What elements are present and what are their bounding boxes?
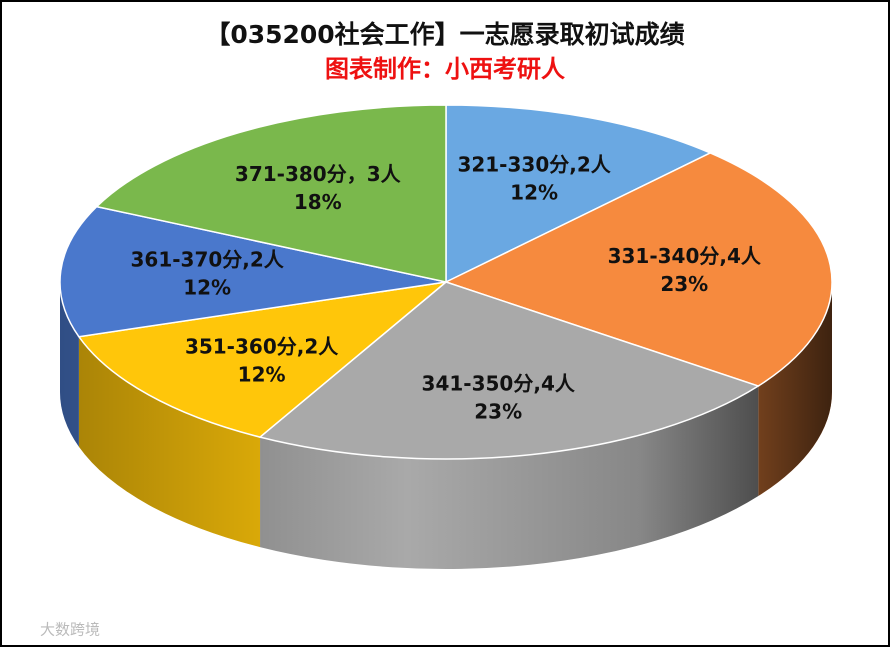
- side-shade: [78, 336, 261, 548]
- side-shade: [60, 282, 79, 447]
- slice: [95, 104, 447, 283]
- pie-sides: [60, 282, 832, 569]
- value-label: 12%: [238, 362, 286, 386]
- slice: [77, 280, 449, 438]
- value-label: 18%: [294, 190, 342, 214]
- chart-title: 【035200社会工作】一志愿录取初试成绩: [205, 20, 684, 49]
- side-shade: [758, 282, 832, 497]
- slice-label: 331-340分,4人: [608, 244, 762, 268]
- slice-label: 371-380分，3人: [235, 162, 402, 186]
- slice: [445, 104, 713, 284]
- side-shade: [260, 386, 759, 569]
- slice: [59, 205, 447, 338]
- slice: [258, 281, 761, 460]
- value-label: 23%: [660, 272, 708, 296]
- slice-label: 361-370分,2人: [130, 248, 284, 272]
- labels: 321-330分,2人 12% 331-340分,4人 23% 341-350分,4人 2…: [130, 152, 761, 423]
- value-label: 12%: [183, 276, 231, 300]
- value-label: 23%: [474, 400, 522, 424]
- pie-tops: [59, 104, 833, 460]
- slice-label: 351-360分,2人: [185, 334, 339, 358]
- watermark: 大数跨境: [40, 621, 100, 639]
- slice-label: 321-330分,2人: [457, 152, 611, 176]
- slice: [444, 152, 833, 387]
- value-label: 12%: [510, 180, 558, 204]
- chart-subtitle: 图表制作：小西考研人: [325, 55, 565, 83]
- slice-label: 341-350分,4人: [422, 372, 576, 396]
